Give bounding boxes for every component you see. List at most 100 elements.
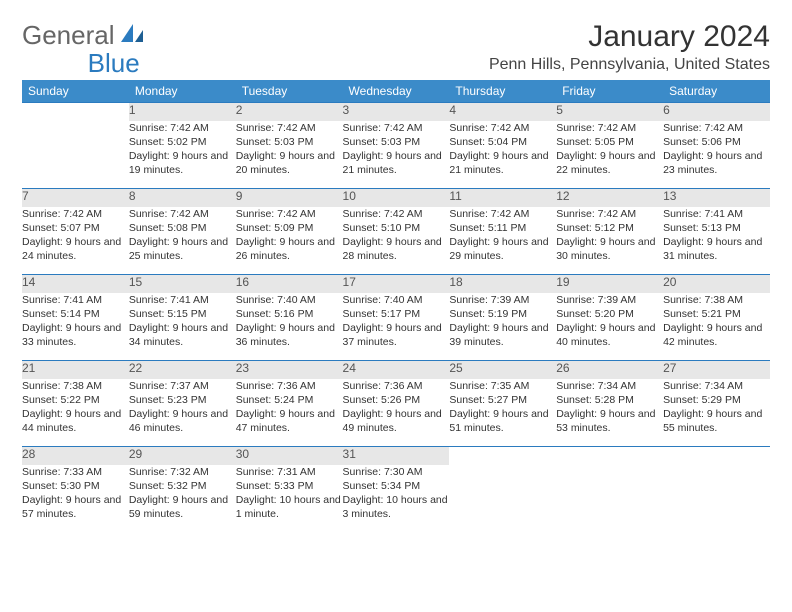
day-number-cell: 18 (449, 275, 556, 293)
sunset-text: Sunset: 5:07 PM (22, 221, 129, 235)
day-number-cell: 23 (236, 361, 343, 379)
sunset-text: Sunset: 5:03 PM (343, 135, 450, 149)
weekday-header: Friday (556, 80, 663, 103)
daylight-text: Daylight: 9 hours and 40 minutes. (556, 321, 663, 349)
day-content-cell: Sunrise: 7:32 AMSunset: 5:32 PMDaylight:… (129, 465, 236, 533)
day-content-cell: Sunrise: 7:42 AMSunset: 5:11 PMDaylight:… (449, 207, 556, 275)
sunset-text: Sunset: 5:21 PM (663, 307, 770, 321)
day-content-cell (663, 465, 770, 533)
daylight-text: Daylight: 9 hours and 19 minutes. (129, 149, 236, 177)
day-number-cell: 3 (343, 103, 450, 121)
daylight-text: Daylight: 9 hours and 25 minutes. (129, 235, 236, 263)
sunset-text: Sunset: 5:19 PM (449, 307, 556, 321)
day-content-row: Sunrise: 7:42 AMSunset: 5:07 PMDaylight:… (22, 207, 770, 275)
day-content-cell: Sunrise: 7:40 AMSunset: 5:17 PMDaylight:… (343, 293, 450, 361)
day-number-cell (449, 447, 556, 465)
day-number-cell: 30 (236, 447, 343, 465)
day-content-cell: Sunrise: 7:38 AMSunset: 5:22 PMDaylight:… (22, 379, 129, 447)
day-number-cell: 20 (663, 275, 770, 293)
calendar-table: SundayMondayTuesdayWednesdayThursdayFrid… (22, 80, 770, 533)
daylight-text: Daylight: 9 hours and 31 minutes. (663, 235, 770, 263)
weekday-header: Monday (129, 80, 236, 103)
day-number-row: 28293031 (22, 447, 770, 465)
daylight-text: Daylight: 9 hours and 20 minutes. (236, 149, 343, 177)
daylight-text: Daylight: 10 hours and 3 minutes. (343, 493, 450, 521)
sunset-text: Sunset: 5:27 PM (449, 393, 556, 407)
sunset-text: Sunset: 5:12 PM (556, 221, 663, 235)
day-content-cell: Sunrise: 7:41 AMSunset: 5:14 PMDaylight:… (22, 293, 129, 361)
day-number-cell: 28 (22, 447, 129, 465)
day-content-cell: Sunrise: 7:42 AMSunset: 5:05 PMDaylight:… (556, 121, 663, 189)
day-number-cell: 9 (236, 189, 343, 207)
day-content-cell: Sunrise: 7:42 AMSunset: 5:07 PMDaylight:… (22, 207, 129, 275)
daylight-text: Daylight: 9 hours and 22 minutes. (556, 149, 663, 177)
sunrise-text: Sunrise: 7:38 AM (22, 379, 129, 393)
sunset-text: Sunset: 5:15 PM (129, 307, 236, 321)
daylight-text: Daylight: 9 hours and 42 minutes. (663, 321, 770, 349)
sunrise-text: Sunrise: 7:42 AM (129, 121, 236, 135)
daylight-text: Daylight: 9 hours and 33 minutes. (22, 321, 129, 349)
day-number-cell: 21 (22, 361, 129, 379)
day-content-cell: Sunrise: 7:42 AMSunset: 5:10 PMDaylight:… (343, 207, 450, 275)
day-number-cell: 17 (343, 275, 450, 293)
day-content-cell: Sunrise: 7:37 AMSunset: 5:23 PMDaylight:… (129, 379, 236, 447)
sunrise-text: Sunrise: 7:42 AM (556, 121, 663, 135)
month-title: January 2024 (489, 20, 770, 54)
day-content-cell: Sunrise: 7:35 AMSunset: 5:27 PMDaylight:… (449, 379, 556, 447)
day-content-cell: Sunrise: 7:41 AMSunset: 5:13 PMDaylight:… (663, 207, 770, 275)
daylight-text: Daylight: 9 hours and 37 minutes. (343, 321, 450, 349)
day-content-cell (556, 465, 663, 533)
day-number-cell (556, 447, 663, 465)
daylight-text: Daylight: 9 hours and 51 minutes. (449, 407, 556, 435)
daylight-text: Daylight: 9 hours and 36 minutes. (236, 321, 343, 349)
day-number-cell: 24 (343, 361, 450, 379)
sunrise-text: Sunrise: 7:42 AM (343, 121, 450, 135)
daylight-text: Daylight: 9 hours and 57 minutes. (22, 493, 129, 521)
sunset-text: Sunset: 5:04 PM (449, 135, 556, 149)
sunrise-text: Sunrise: 7:42 AM (343, 207, 450, 221)
daylight-text: Daylight: 9 hours and 29 minutes. (449, 235, 556, 263)
sunset-text: Sunset: 5:20 PM (556, 307, 663, 321)
day-content-cell: Sunrise: 7:42 AMSunset: 5:08 PMDaylight:… (129, 207, 236, 275)
day-number-cell: 16 (236, 275, 343, 293)
sunset-text: Sunset: 5:32 PM (129, 479, 236, 493)
day-content-cell: Sunrise: 7:31 AMSunset: 5:33 PMDaylight:… (236, 465, 343, 533)
sunset-text: Sunset: 5:30 PM (22, 479, 129, 493)
logo: General (22, 20, 147, 51)
day-content-cell: Sunrise: 7:33 AMSunset: 5:30 PMDaylight:… (22, 465, 129, 533)
sunrise-text: Sunrise: 7:36 AM (343, 379, 450, 393)
day-content-cell: Sunrise: 7:42 AMSunset: 5:09 PMDaylight:… (236, 207, 343, 275)
day-content-cell: Sunrise: 7:36 AMSunset: 5:24 PMDaylight:… (236, 379, 343, 447)
day-number-cell: 1 (129, 103, 236, 121)
sunrise-text: Sunrise: 7:41 AM (129, 293, 236, 307)
sunset-text: Sunset: 5:28 PM (556, 393, 663, 407)
sunset-text: Sunset: 5:10 PM (343, 221, 450, 235)
sunset-text: Sunset: 5:13 PM (663, 221, 770, 235)
sunset-text: Sunset: 5:05 PM (556, 135, 663, 149)
sunrise-text: Sunrise: 7:41 AM (22, 293, 129, 307)
sunset-text: Sunset: 5:11 PM (449, 221, 556, 235)
day-content-cell (449, 465, 556, 533)
day-content-cell: Sunrise: 7:39 AMSunset: 5:19 PMDaylight:… (449, 293, 556, 361)
daylight-text: Daylight: 9 hours and 55 minutes. (663, 407, 770, 435)
day-number-cell: 12 (556, 189, 663, 207)
daylight-text: Daylight: 10 hours and 1 minute. (236, 493, 343, 521)
day-content-cell: Sunrise: 7:42 AMSunset: 5:03 PMDaylight:… (343, 121, 450, 189)
day-content-row: Sunrise: 7:41 AMSunset: 5:14 PMDaylight:… (22, 293, 770, 361)
daylight-text: Daylight: 9 hours and 39 minutes. (449, 321, 556, 349)
sunrise-text: Sunrise: 7:38 AM (663, 293, 770, 307)
day-number-cell: 19 (556, 275, 663, 293)
day-content-cell: Sunrise: 7:42 AMSunset: 5:03 PMDaylight:… (236, 121, 343, 189)
day-number-cell (22, 103, 129, 121)
title-block: January 2024 Penn Hills, Pennsylvania, U… (489, 20, 770, 74)
sunset-text: Sunset: 5:34 PM (343, 479, 450, 493)
day-content-cell: Sunrise: 7:34 AMSunset: 5:28 PMDaylight:… (556, 379, 663, 447)
sunset-text: Sunset: 5:02 PM (129, 135, 236, 149)
sunrise-text: Sunrise: 7:42 AM (556, 207, 663, 221)
sunrise-text: Sunrise: 7:41 AM (663, 207, 770, 221)
sunset-text: Sunset: 5:17 PM (343, 307, 450, 321)
logo-blue-row: GeneBlue (22, 48, 140, 79)
day-number-cell: 6 (663, 103, 770, 121)
sunrise-text: Sunrise: 7:39 AM (556, 293, 663, 307)
day-number-cell: 11 (449, 189, 556, 207)
